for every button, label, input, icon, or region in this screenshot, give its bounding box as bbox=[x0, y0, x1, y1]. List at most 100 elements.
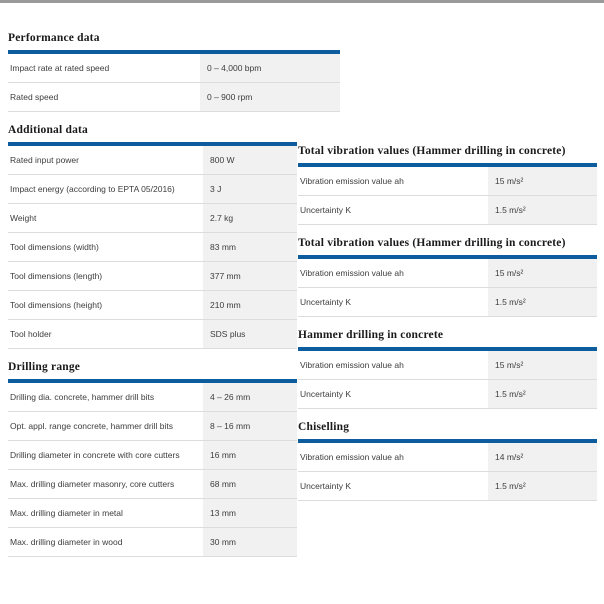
spec-label: Max. drilling diameter in metal bbox=[10, 508, 123, 518]
spec-label: Tool dimensions (length) bbox=[10, 271, 103, 281]
spec-label: Tool dimensions (height) bbox=[10, 300, 103, 310]
spec-table: Impact rate at rated speed 0 – 4,000 bpm R… bbox=[8, 54, 340, 112]
spec-value: 0 – 4,000 bpm bbox=[200, 54, 340, 82]
spec-value: 4 – 26 mm bbox=[203, 383, 297, 411]
spec-label: Tool dimensions (width) bbox=[10, 242, 99, 252]
spec-label: Tool holder bbox=[10, 329, 52, 339]
spec-value: 3 J bbox=[203, 175, 297, 203]
spec-value: 1.5 m/s² bbox=[488, 380, 597, 408]
spec-label: Drilling dia. concrete, hammer drill bit… bbox=[10, 392, 155, 402]
spec-value: 800 W bbox=[203, 146, 297, 174]
spec-row: Impact energy (according to EPTA 05/2016… bbox=[8, 175, 297, 204]
spec-value: 8 – 16 mm bbox=[203, 412, 297, 440]
section-underline-bar bbox=[298, 439, 597, 443]
spec-value: 14 m/s² bbox=[488, 443, 597, 471]
spec-row: Uncertainty K 1.5 m/s² bbox=[298, 380, 597, 409]
spec-value: 210 mm bbox=[203, 291, 297, 319]
spec-row: Uncertainty K 1.5 m/s² bbox=[298, 472, 597, 501]
spec-section: Drilling range Drilling dia. concrete, ha… bbox=[8, 361, 297, 557]
section-underline-bar bbox=[298, 255, 597, 259]
spec-label: Rated input power bbox=[10, 155, 79, 165]
spec-label: Vibration emission value ah bbox=[300, 176, 404, 186]
section-underline-bar bbox=[8, 142, 297, 146]
spec-row: Rated input power 800 W bbox=[8, 146, 297, 175]
spec-row: Impact rate at rated speed 0 – 4,000 bpm bbox=[8, 54, 340, 83]
spec-row: Tool dimensions (height) 210 mm bbox=[8, 291, 297, 320]
section-title: Additional data bbox=[8, 124, 89, 136]
spec-row: Vibration emission value ah 15 m/s² bbox=[298, 167, 597, 196]
section-title: Drilling range bbox=[8, 361, 81, 373]
spec-row: Rated speed 0 – 900 rpm bbox=[8, 83, 340, 112]
spec-label: Vibration emission value ah bbox=[300, 268, 404, 278]
spec-label: Vibration emission value ah bbox=[300, 452, 404, 462]
spec-row: Weight 2.7 kg bbox=[8, 204, 297, 233]
spec-row: Tool dimensions (width) 83 mm bbox=[8, 233, 297, 262]
spec-label: Drilling diameter in concrete with core … bbox=[10, 450, 180, 460]
spec-section: Performance data Impact rate at rated spe… bbox=[8, 32, 340, 112]
spec-table: Rated input power 800 W Impact energy (acc… bbox=[8, 146, 297, 349]
spec-label: Uncertainty K bbox=[300, 205, 352, 215]
top-divider bbox=[0, 0, 604, 3]
spec-row: Vibration emission value ah 14 m/s² bbox=[298, 443, 597, 472]
spec-row: Tool dimensions (length) 377 mm bbox=[8, 262, 297, 291]
spec-value: 68 mm bbox=[203, 470, 297, 498]
spec-value: 2.7 kg bbox=[203, 204, 297, 232]
spec-value: 15 m/s² bbox=[488, 167, 597, 195]
section-underline-bar bbox=[8, 50, 340, 54]
spec-value: 1.5 m/s² bbox=[488, 472, 597, 500]
spec-label: Max. drilling diameter masonry, core cut… bbox=[10, 479, 175, 489]
spec-label: Uncertainty K bbox=[300, 297, 352, 307]
spec-row: Opt. appl. range concrete, hammer drill … bbox=[8, 412, 297, 441]
spec-value: 15 m/s² bbox=[488, 259, 597, 287]
spec-value: SDS plus bbox=[203, 320, 297, 348]
spec-table: Vibration emission value ah 15 m/s² Uncert… bbox=[298, 351, 597, 409]
spec-section: Hammer drilling in concrete Vibration emi… bbox=[298, 329, 597, 409]
section-underline-bar bbox=[8, 379, 297, 383]
left-column: Performance data Impact rate at rated spe… bbox=[8, 20, 340, 557]
spec-label: Impact rate at rated speed bbox=[10, 63, 110, 73]
spec-row: Drilling dia. concrete, hammer drill bit… bbox=[8, 383, 297, 412]
spec-value: 377 mm bbox=[203, 262, 297, 290]
spec-value: 0 – 900 rpm bbox=[200, 83, 340, 111]
spec-label: Impact energy (according to EPTA 05/2016… bbox=[10, 184, 175, 194]
spec-label: Uncertainty K bbox=[300, 481, 352, 491]
spec-label: Opt. appl. range concrete, hammer drill … bbox=[10, 421, 173, 431]
spec-label: Rated speed bbox=[10, 92, 59, 102]
spec-value: 15 m/s² bbox=[488, 351, 597, 379]
spec-row: Drilling diameter in concrete with core … bbox=[8, 441, 297, 470]
spec-row: Tool holder SDS plus bbox=[8, 320, 297, 349]
spec-label: Weight bbox=[10, 213, 37, 223]
spec-value: 13 mm bbox=[203, 499, 297, 527]
spec-row: Max. drilling diameter in metal 13 mm bbox=[8, 499, 297, 528]
spec-table: Vibration emission value ah 14 m/s² Uncert… bbox=[298, 443, 597, 501]
spec-table: Vibration emission value ah 15 m/s² Uncert… bbox=[298, 167, 597, 225]
spec-section: Additional data Rated input power 800 W Imp… bbox=[8, 124, 297, 349]
right-column: Total vibration values (Hammer drilling … bbox=[298, 133, 597, 501]
spec-value: 1.5 m/s² bbox=[488, 196, 597, 224]
spec-row: Uncertainty K 1.5 m/s² bbox=[298, 288, 597, 317]
spec-section: Total vibration values (Hammer drilling … bbox=[298, 237, 597, 317]
section-title: Total vibration values (Hammer drilling … bbox=[298, 145, 566, 157]
spec-value: 30 mm bbox=[203, 528, 297, 556]
spec-row: Vibration emission value ah 15 m/s² bbox=[298, 259, 597, 288]
section-title: Hammer drilling in concrete bbox=[298, 329, 444, 341]
spec-row: Max. drilling diameter in wood 30 mm bbox=[8, 528, 297, 557]
section-underline-bar bbox=[298, 163, 597, 167]
section-title: Chiselling bbox=[298, 421, 350, 433]
spec-value: 83 mm bbox=[203, 233, 297, 261]
spec-value: 16 mm bbox=[203, 441, 297, 469]
spec-section: Chiselling Vibration emission value ah 14 … bbox=[298, 421, 597, 501]
spec-label: Max. drilling diameter in wood bbox=[10, 537, 123, 547]
spec-label: Vibration emission value ah bbox=[300, 360, 404, 370]
spec-table: Drilling dia. concrete, hammer drill bit… bbox=[8, 383, 297, 557]
section-underline-bar bbox=[298, 347, 597, 351]
spec-row: Uncertainty K 1.5 m/s² bbox=[298, 196, 597, 225]
spec-value: 1.5 m/s² bbox=[488, 288, 597, 316]
section-title: Total vibration values (Hammer drilling … bbox=[298, 237, 566, 249]
spec-table: Vibration emission value ah 15 m/s² Uncert… bbox=[298, 259, 597, 317]
section-title: Performance data bbox=[8, 32, 100, 44]
spec-section: Total vibration values (Hammer drilling … bbox=[298, 145, 597, 225]
spec-label: Uncertainty K bbox=[300, 389, 352, 399]
spec-row: Vibration emission value ah 15 m/s² bbox=[298, 351, 597, 380]
spec-row: Max. drilling diameter masonry, core cut… bbox=[8, 470, 297, 499]
